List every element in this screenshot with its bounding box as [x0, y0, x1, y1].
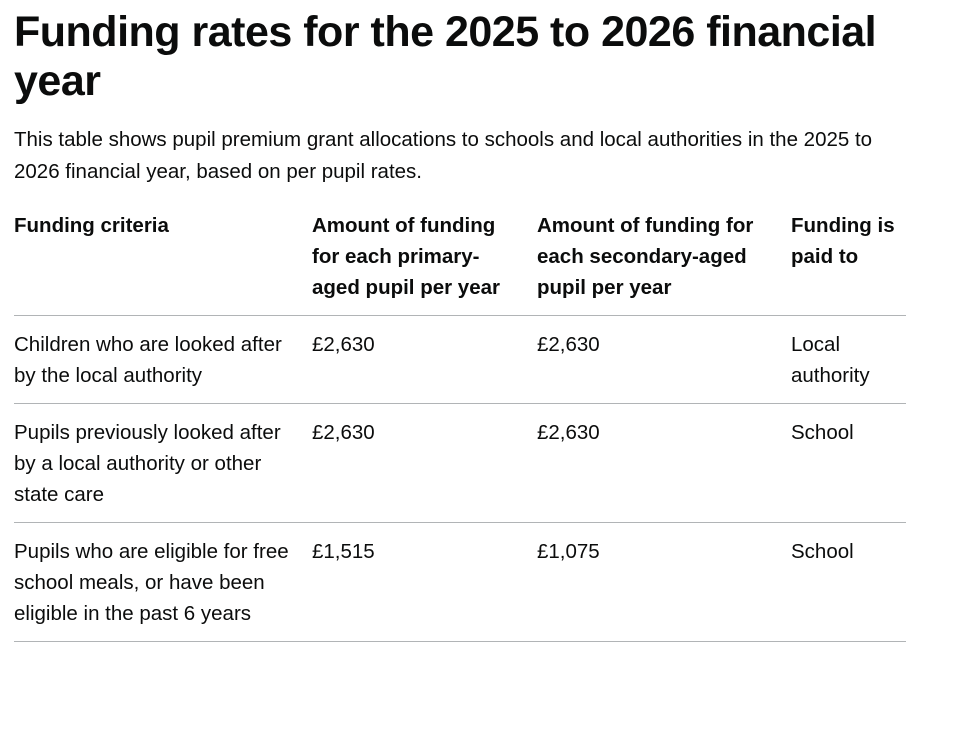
cell-secondary: £2,630 [537, 315, 791, 404]
page-title: Funding rates for the 2025 to 2026 finan… [14, 8, 877, 105]
cell-paid-to: School [791, 403, 906, 523]
table-row: Pupils who are eligible for free school … [14, 522, 906, 642]
table-description: This table shows pupil premium grant all… [14, 128, 873, 183]
cell-secondary: £2,630 [537, 403, 791, 523]
cell-secondary: £1,075 [537, 522, 791, 642]
header-funding-criteria: Funding criteria [14, 208, 312, 316]
cell-criteria: Pupils who are eligible for free school … [14, 522, 312, 642]
table-header-row: Funding criteria Amount of funding for e… [14, 208, 906, 316]
cell-primary: £1,515 [312, 522, 537, 642]
cell-paid-to: Local authority [791, 315, 906, 404]
header-paid-to: Funding is paid to [791, 208, 906, 316]
header-secondary-amount: Amount of funding for each secondary-age… [537, 208, 791, 316]
content: Funding rates for the 2025 to 2026 finan… [14, 8, 906, 642]
table-row: Children who are looked after by the loc… [14, 315, 906, 404]
table-row: Pupils previously looked after by a loca… [14, 403, 906, 523]
header-primary-amount: Amount of funding for each primary-aged … [312, 208, 537, 316]
cell-criteria: Children who are looked after by the loc… [14, 315, 312, 404]
cell-primary: £2,630 [312, 315, 537, 404]
funding-rates-table: Funding criteria Amount of funding for e… [14, 208, 906, 642]
cell-criteria: Pupils previously looked after by a loca… [14, 403, 312, 523]
cell-primary: £2,630 [312, 403, 537, 523]
cell-paid-to: School [791, 522, 906, 642]
